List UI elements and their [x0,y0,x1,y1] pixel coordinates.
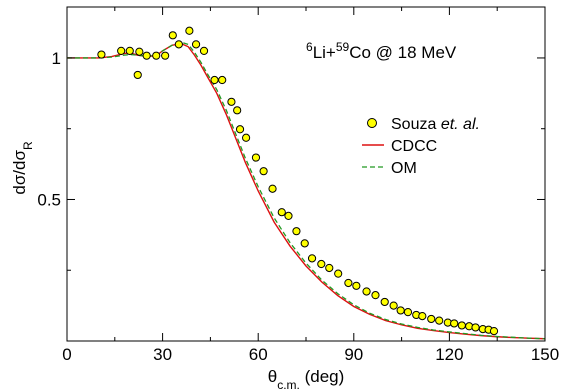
x-tick-label: 150 [531,345,559,364]
om-series-line [67,41,545,340]
data-point [259,167,268,176]
reaction-annotation: 6Li+59Co @ 18 MeV [306,40,457,62]
data-point [344,278,353,288]
data-point [133,70,142,80]
x-tick-label: 30 [153,345,172,364]
data-point [489,326,499,336]
data-point [307,254,317,263]
data-point [435,316,444,325]
data-point [352,281,361,290]
data-point [97,50,106,59]
data-point [218,75,227,85]
data-point [268,184,277,193]
annotation-superscript: 59 [336,40,350,54]
x-tick-label: 120 [435,345,463,364]
data-point [241,133,251,142]
data-point [362,287,371,296]
data-point [325,263,334,273]
annotation-superscript: 6 [306,40,313,54]
data-point [277,208,286,217]
data-point [191,40,201,49]
data-point [334,269,343,278]
data-point [142,51,151,60]
legend-label-part: et. al. [441,116,480,133]
data-point [418,311,427,321]
data-point [292,227,301,236]
x-tick-label: 0 [62,345,71,364]
data-point [152,51,161,60]
x-tick-label: 90 [344,345,363,364]
data-point [380,297,389,307]
data-point [317,259,326,269]
y-axis-label-main: dσ/dσ [10,150,29,195]
y-tick-label: 0.5 [37,190,61,209]
x-axis-label-sub: c.m. [277,378,300,389]
x-tick-label: 60 [249,345,268,364]
data-point [251,153,261,162]
annotation-text: Co @ 18 MeV [349,43,457,62]
legend-label: CDCC [391,138,437,155]
data-point [427,314,436,324]
legend-label-part: Souza [391,116,441,133]
data-point [117,46,126,55]
data-point [227,97,236,106]
annotation-text: Li+ [313,43,336,62]
data-point [210,75,219,85]
series-lines [67,41,545,340]
legend-marker-points [367,118,377,128]
data-point [233,106,242,115]
data-point [199,46,209,55]
legend-label: OM [391,160,417,177]
data-point [235,125,245,134]
data-point [185,26,194,35]
y-axis-label-sub: R [21,141,35,150]
data-point [161,51,170,60]
data-point [174,40,183,49]
cdcc-series-line [67,43,545,340]
data-point [450,319,459,328]
x-axis-label-rest: (deg) [300,367,344,386]
x-axis-label: θc.m. (deg) [268,367,345,389]
axis-ticks: 0 30 60 90 120 150 0.5 1 [37,7,559,364]
y-tick-label: 1 [52,49,61,68]
plot-frame [66,6,546,342]
data-point [457,321,466,330]
data-point [389,301,398,310]
legend-label: Souza et. al. [391,116,480,133]
data-point [300,239,309,248]
data-point [396,306,405,315]
data-points [97,26,499,336]
data-point [135,47,144,56]
data-point [371,291,380,300]
data-point [403,308,413,317]
x-axis-label-main: θ [268,367,277,386]
data-point [125,46,134,55]
y-axis-label: dσ/dσR [10,141,35,195]
data-point [168,31,177,40]
data-point [471,323,480,332]
data-point [284,211,293,220]
